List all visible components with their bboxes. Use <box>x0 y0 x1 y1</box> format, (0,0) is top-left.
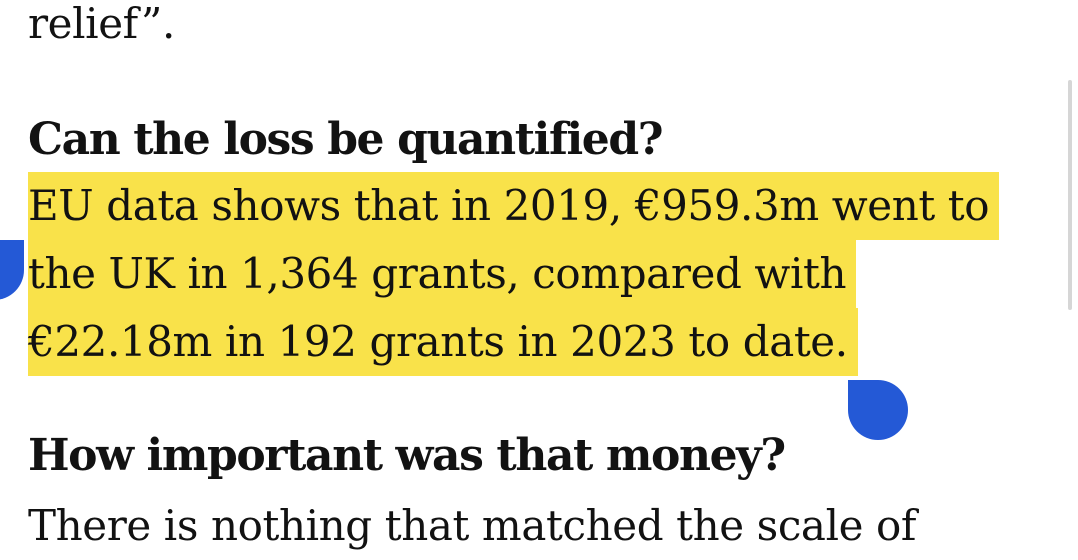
scrollbar[interactable] <box>1068 80 1072 310</box>
previous-paragraph-tail: relief”. <box>28 0 175 48</box>
highlighted-line[interactable]: €22.18m in 192 grants in 2023 to date. <box>28 308 858 376</box>
section-heading-loss-quantified: Can the loss be quantified? <box>28 114 664 165</box>
next-paragraph-partial: There is nothing that matched the scale … <box>28 501 917 550</box>
selected-paragraph[interactable]: EU data shows that in 2019, €959.3m went… <box>28 172 1038 376</box>
highlighted-line[interactable]: the UK in 1,364 grants, compared with <box>28 240 857 308</box>
selection-start-handle[interactable] <box>0 240 24 300</box>
highlighted-line[interactable]: EU data shows that in 2019, €959.3m went… <box>28 172 1000 240</box>
section-heading-money-importance: How important was that money? <box>28 430 786 481</box>
selection-end-handle[interactable] <box>848 380 908 440</box>
